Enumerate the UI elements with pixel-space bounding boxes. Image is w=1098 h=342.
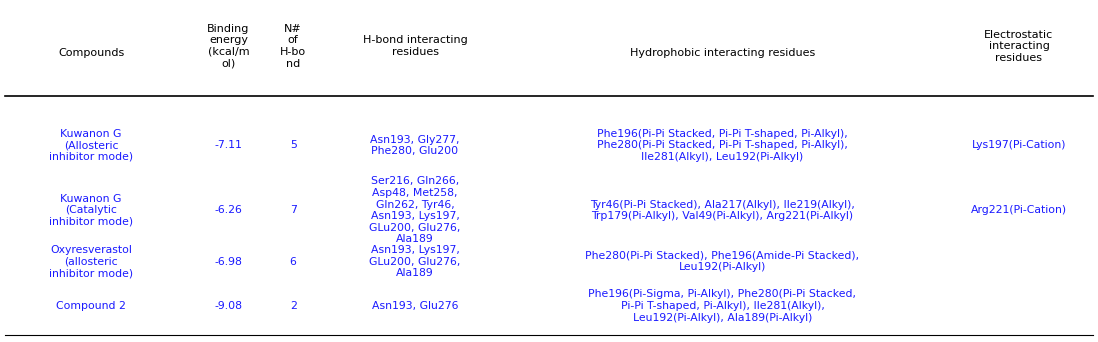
Text: N#
of
H-bo
nd: N# of H-bo nd xyxy=(280,24,306,68)
Text: Asn193, Lys197,
GLu200, Glu276,
Ala189: Asn193, Lys197, GLu200, Glu276, Ala189 xyxy=(369,245,461,278)
Text: Electrostatic
interacting
residues: Electrostatic interacting residues xyxy=(984,29,1054,63)
Text: Phe280(Pi-Pi Stacked), Phe196(Amide-Pi Stacked),
Leu192(Pi-Alkyl): Phe280(Pi-Pi Stacked), Phe196(Amide-Pi S… xyxy=(585,251,860,273)
Text: Tyr46(Pi-Pi Stacked), Ala217(Alkyl), Ile219(Alkyl),
Trp179(Pi-Alkyl), Val49(Pi-A: Tyr46(Pi-Pi Stacked), Ala217(Alkyl), Ile… xyxy=(590,199,855,221)
Text: Lys197(Pi-Cation): Lys197(Pi-Cation) xyxy=(972,140,1066,150)
Text: -6.26: -6.26 xyxy=(214,205,243,215)
Text: -6.98: -6.98 xyxy=(214,256,243,267)
Text: Kuwanon G
(Allosteric
inhibitor mode): Kuwanon G (Allosteric inhibitor mode) xyxy=(49,129,133,162)
Text: -7.11: -7.11 xyxy=(214,140,243,150)
Text: -9.08: -9.08 xyxy=(214,301,243,311)
Text: 7: 7 xyxy=(290,205,296,215)
Text: Phe196(Pi-Sigma, Pi-Alkyl), Phe280(Pi-Pi Stacked,
Pi-Pi T-shaped, Pi-Alkyl), Ile: Phe196(Pi-Sigma, Pi-Alkyl), Phe280(Pi-Pi… xyxy=(589,289,856,323)
Text: Binding
energy
(kcal/m
ol): Binding energy (kcal/m ol) xyxy=(208,24,249,68)
Text: 6: 6 xyxy=(290,256,296,267)
Text: Asn193, Gly277,
Phe280, Glu200: Asn193, Gly277, Phe280, Glu200 xyxy=(370,134,460,156)
Text: Asn193, Glu276: Asn193, Glu276 xyxy=(372,301,458,311)
Text: Compound 2: Compound 2 xyxy=(56,301,126,311)
Text: H-bond interacting
residues: H-bond interacting residues xyxy=(362,35,468,57)
Text: Oxyresverastol
(allosteric
inhibitor mode): Oxyresverastol (allosteric inhibitor mod… xyxy=(49,245,133,278)
Text: Phe196(Pi-Pi Stacked, Pi-Pi T-shaped, Pi-Alkyl),
Phe280(Pi-Pi Stacked, Pi-Pi T-s: Phe196(Pi-Pi Stacked, Pi-Pi T-shaped, Pi… xyxy=(597,129,848,162)
Text: Hydrophobic interacting residues: Hydrophobic interacting residues xyxy=(630,48,815,58)
Text: Arg221(Pi-Cation): Arg221(Pi-Cation) xyxy=(971,205,1067,215)
Text: Compounds: Compounds xyxy=(58,48,124,58)
Text: Kuwanon G
(Catalytic
inhibitor mode): Kuwanon G (Catalytic inhibitor mode) xyxy=(49,194,133,227)
Text: 5: 5 xyxy=(290,140,296,150)
Text: Ser216, Gln266,
Asp48, Met258,
Gln262, Tyr46,
Asn193, Lys197,
GLu200, Glu276,
Al: Ser216, Gln266, Asp48, Met258, Gln262, T… xyxy=(369,176,461,244)
Text: 2: 2 xyxy=(290,301,296,311)
